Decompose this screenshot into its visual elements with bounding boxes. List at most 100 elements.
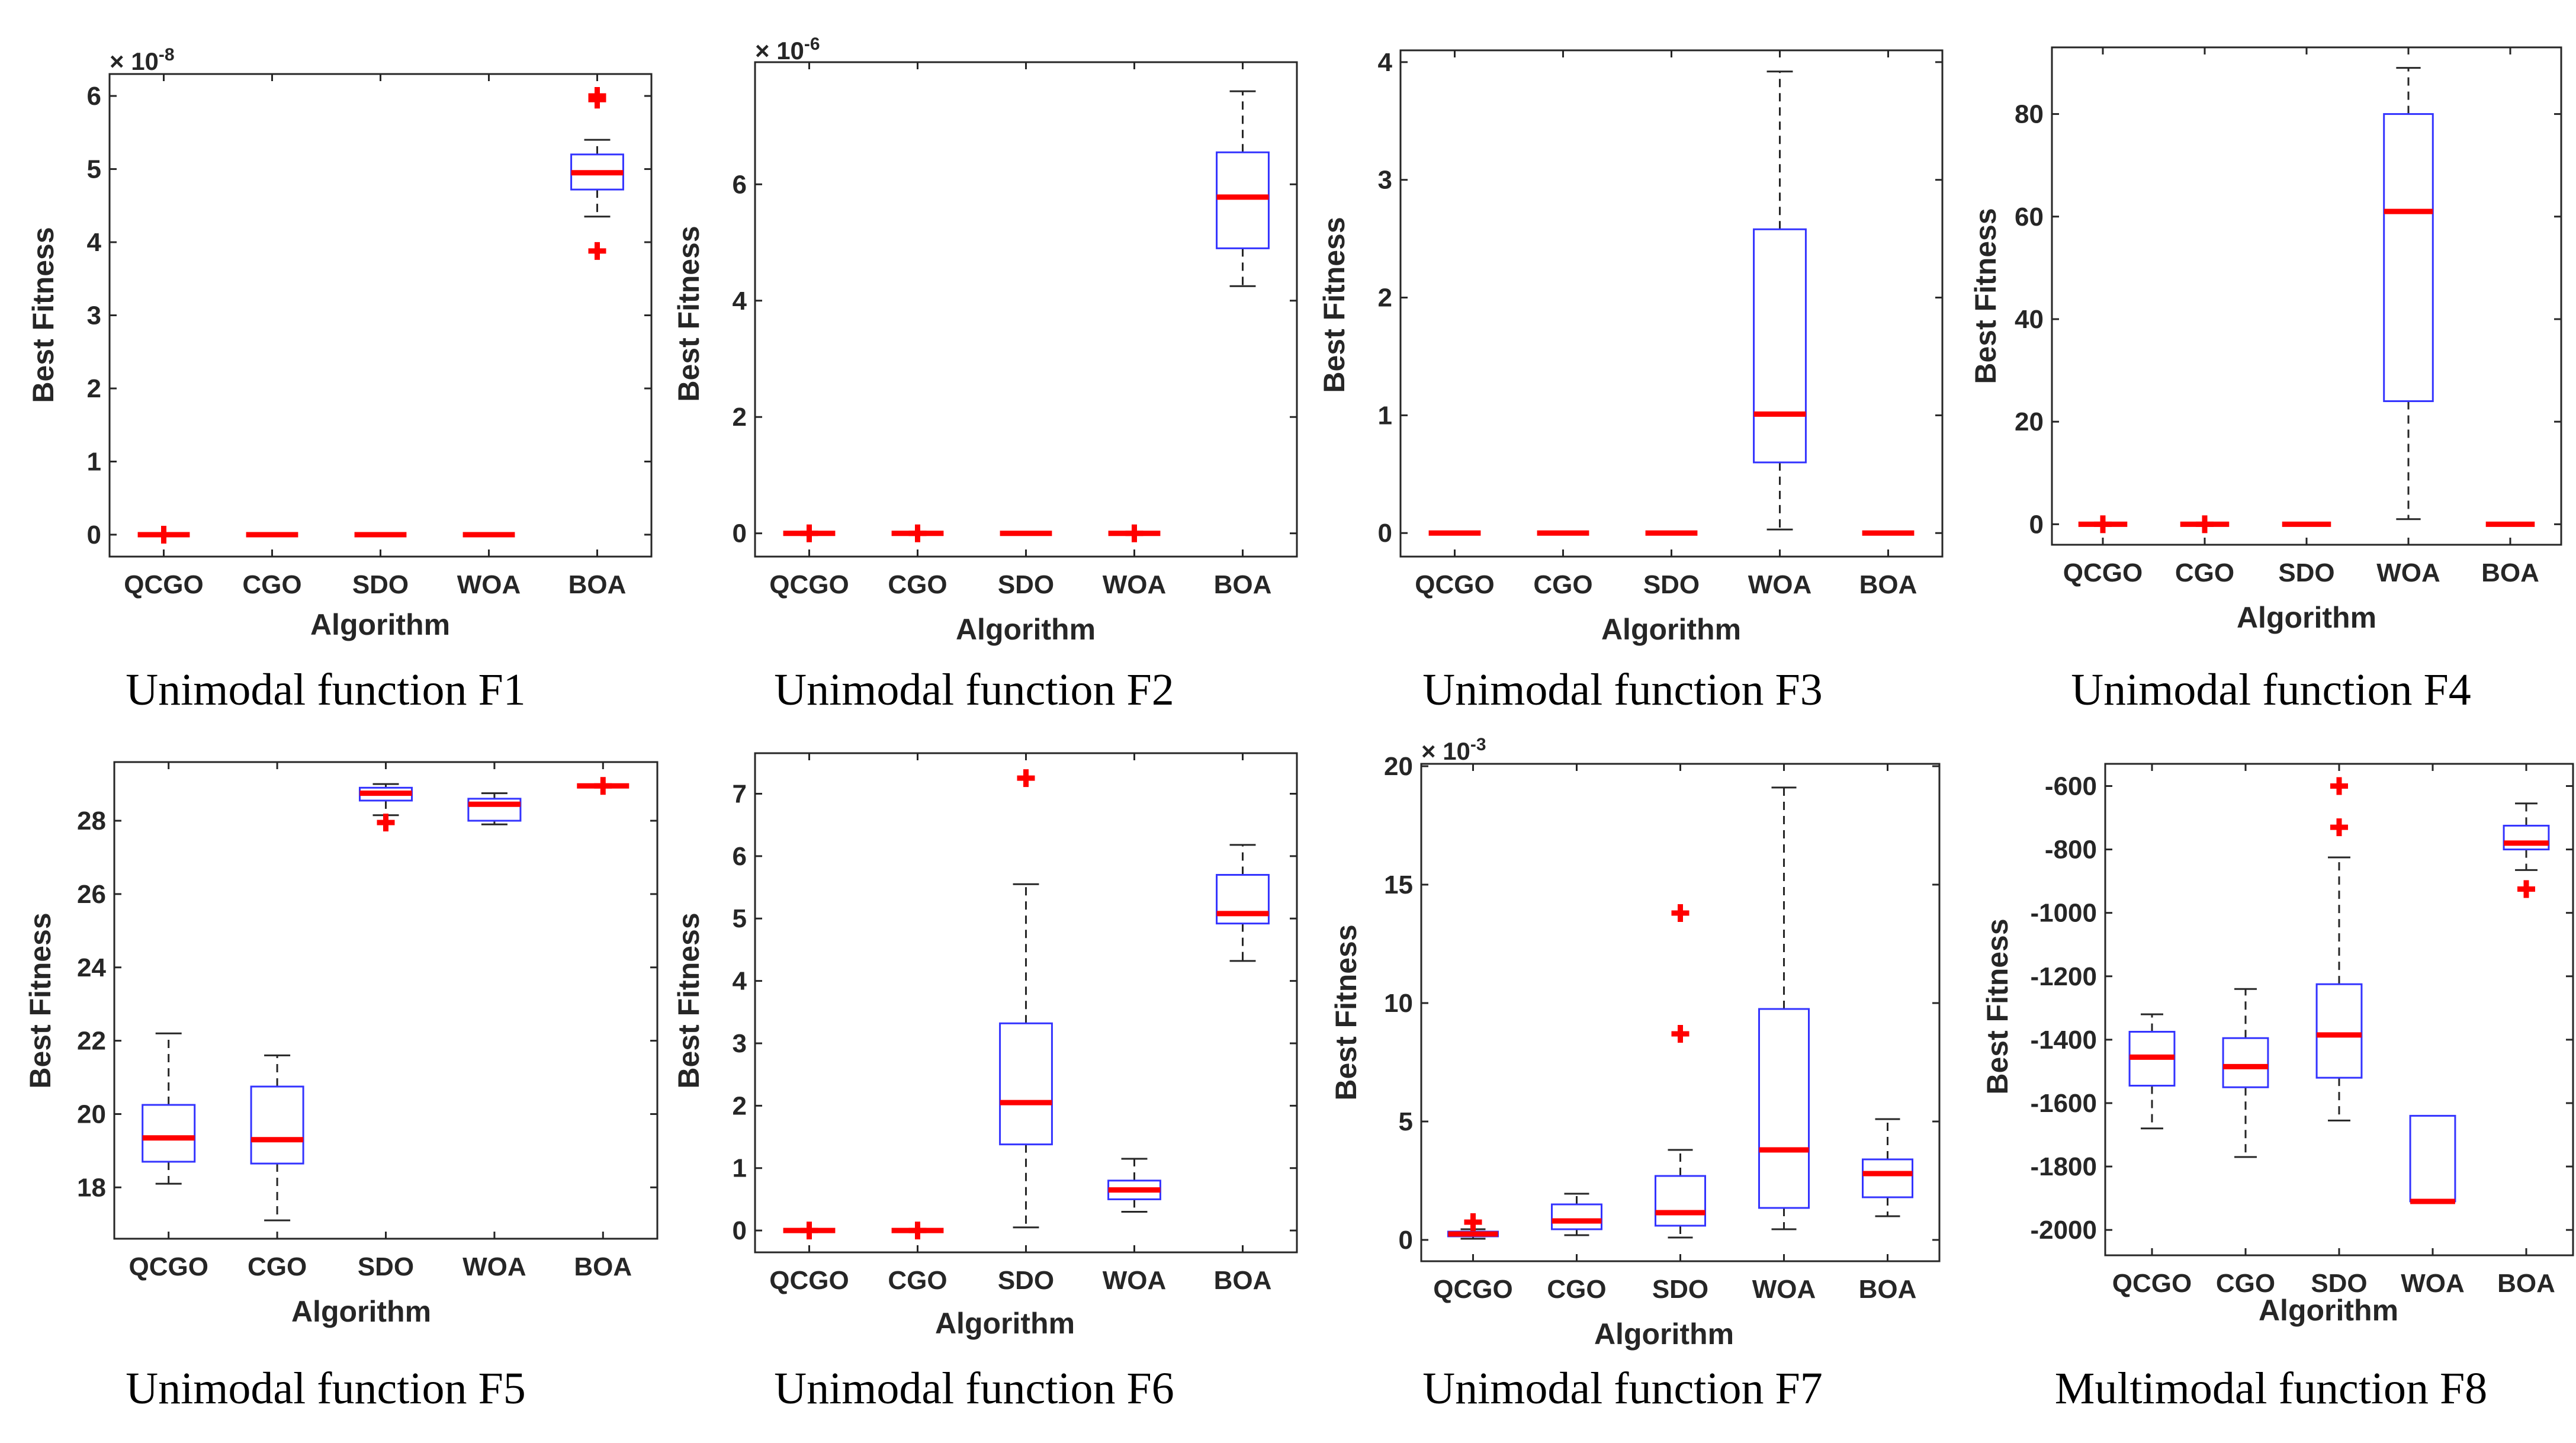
x-tick-label: SDO — [1652, 1275, 1708, 1304]
y-tick-label: 0 — [87, 520, 101, 549]
x-tick-label: BOA — [1214, 1266, 1272, 1295]
outlier-marker — [908, 524, 927, 542]
outlier-marker — [594, 777, 612, 795]
x-tick-label: SDO — [998, 1266, 1054, 1295]
x-tick-label: CGO — [1547, 1275, 1606, 1304]
outlier-marker — [2517, 880, 2535, 898]
y-tick-label: 80 — [2015, 100, 2044, 129]
x-tick-label: WOA — [2376, 558, 2440, 587]
x-tick-label: CGO — [1533, 570, 1592, 599]
x-tick-label: SDO — [998, 570, 1054, 599]
box-sdo — [358, 783, 413, 832]
y-tick-label: 1 — [87, 447, 101, 476]
outlier-marker — [800, 524, 818, 542]
y-axis-ticks: -2000 -1800 -1600 -1400 -1200 -1000 -800 -600 — [2030, 764, 2573, 1255]
y-tick-label: 5 — [733, 904, 747, 933]
boxes — [783, 90, 1270, 542]
outlier-marker — [377, 814, 395, 832]
boxes — [2078, 67, 2535, 534]
box-sdo — [1655, 904, 1706, 1239]
y-tick-label: 4 — [733, 287, 747, 316]
y-tick-label: 26 — [77, 880, 106, 909]
y-tick-label: -600 — [2045, 772, 2097, 801]
box-woa — [1108, 524, 1161, 542]
iqr-box — [2503, 824, 2550, 851]
iqr-box — [1655, 1175, 1706, 1227]
x-tick-label: WOA — [462, 1252, 526, 1281]
x-axis-label: Algorithm — [2237, 601, 2376, 634]
y-tick-label: 1 — [1378, 401, 1392, 430]
y-tick-label: 4 — [87, 228, 102, 257]
x-axis-tick-labels: QCGO CGO SDO WOA BOA — [769, 1266, 1271, 1295]
y-tick-label: 2 — [733, 1091, 747, 1120]
x-axis-label: Algorithm — [1594, 1317, 1734, 1351]
y-tick-label: -1600 — [2030, 1089, 2097, 1118]
box-qcgo — [1447, 1213, 1499, 1240]
panel-caption: Unimodal function F6 — [774, 1364, 1174, 1413]
y-tick-label: -1000 — [2030, 899, 2097, 928]
y-tick-label: 0 — [733, 519, 747, 548]
y-axis-ticks: 0 2 4 6 — [733, 62, 1297, 557]
x-tick-label: WOA — [1103, 1266, 1167, 1295]
y-tick-label: 0 — [1399, 1226, 1413, 1255]
x-tick-label: CGO — [2216, 1269, 2275, 1298]
x-tick-label: WOA — [2401, 1269, 2465, 1298]
outlier-marker — [1464, 1213, 1482, 1231]
y-tick-label: 3 — [87, 301, 101, 330]
plot-area — [754, 61, 1298, 558]
y-tick-label: 10 — [1384, 989, 1413, 1018]
y-tick-label: -1200 — [2030, 962, 2097, 991]
y-tick-label: 15 — [1384, 870, 1413, 899]
iqr-box — [1758, 1008, 1810, 1209]
boxes — [137, 87, 624, 544]
box-woa — [1758, 786, 1810, 1230]
y-tick-label: 6 — [733, 170, 747, 199]
x-tick-label: QCGO — [2063, 558, 2143, 587]
x-tick-label: QCGO — [769, 570, 849, 599]
x-axis-label: Algorithm — [310, 608, 450, 641]
y-tick-label: 20 — [1384, 752, 1413, 781]
y-tick-label: 18 — [77, 1173, 106, 1202]
x-tick-label: CGO — [888, 1266, 947, 1295]
box-woa — [467, 792, 522, 825]
x-tick-label: BOA — [1214, 570, 1272, 599]
box-cgo — [2180, 515, 2230, 534]
y-tick-label: 6 — [87, 82, 101, 111]
plot-area — [108, 73, 653, 558]
box-boa — [570, 87, 624, 260]
box-qcgo — [2078, 515, 2128, 534]
y-tick-label: 22 — [77, 1027, 106, 1056]
x-axis-tick-labels: QCGO CGO SDO WOA BOA — [769, 570, 1271, 599]
y-tick-label: -800 — [2045, 835, 2097, 864]
y-tick-label: 0 — [733, 1216, 747, 1245]
panel-caption: Unimodal function F4 — [2071, 665, 2471, 715]
panel-caption: Unimodal function F7 — [1422, 1364, 1823, 1413]
box-qcgo — [783, 524, 836, 542]
iqr-box — [2315, 983, 2363, 1079]
y-tick-label: 4 — [733, 967, 747, 996]
panel-caption: Unimodal function F5 — [126, 1364, 526, 1413]
box-boa — [1216, 844, 1270, 962]
plot-area — [2104, 763, 2574, 1256]
x-tick-label: QCGO — [124, 570, 203, 599]
y-tick-label: 3 — [1378, 166, 1392, 195]
box-woa — [2409, 1114, 2456, 1204]
y-tick-label: -1400 — [2030, 1026, 2097, 1055]
y-axis-label: Best Fitness — [672, 912, 705, 1088]
x-tick-label: SDO — [2278, 558, 2334, 587]
y-tick-label: -1800 — [2030, 1152, 2097, 1181]
panel-caption: Unimodal function F2 — [774, 665, 1174, 715]
outlier-marker — [1125, 524, 1144, 542]
y-axis-label: Best Fitness — [672, 226, 705, 401]
y-axis-label: Best Fitness — [1329, 924, 1363, 1100]
box-woa — [1753, 70, 1807, 531]
iqr-box — [250, 1085, 304, 1165]
y-tick-label: 0 — [1378, 519, 1392, 548]
box-cgo — [891, 524, 944, 542]
box-cgo — [1551, 1193, 1602, 1236]
x-axis-label: Algorithm — [935, 1307, 1075, 1340]
y-tick-label: 4 — [1378, 48, 1393, 77]
box-cgo — [2222, 988, 2269, 1158]
x-axis-tick-labels: QCGO CGO SDO WOA BOA — [2112, 1269, 2555, 1298]
